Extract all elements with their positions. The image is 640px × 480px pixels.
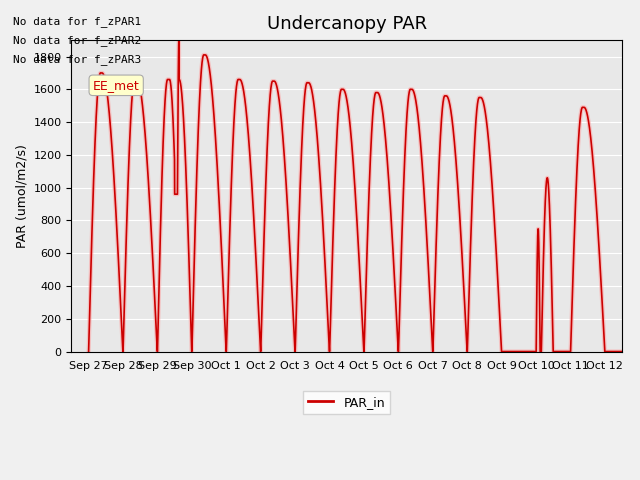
Text: No data for f_zPAR3: No data for f_zPAR3 (13, 54, 141, 65)
Legend: PAR_in: PAR_in (303, 391, 390, 414)
Y-axis label: PAR (umol/m2/s): PAR (umol/m2/s) (15, 144, 28, 248)
Text: EE_met: EE_met (93, 79, 140, 92)
Text: No data for f_zPAR2: No data for f_zPAR2 (13, 35, 141, 46)
Text: No data for f_zPAR1: No data for f_zPAR1 (13, 16, 141, 27)
Title: Undercanopy PAR: Undercanopy PAR (267, 15, 427, 33)
